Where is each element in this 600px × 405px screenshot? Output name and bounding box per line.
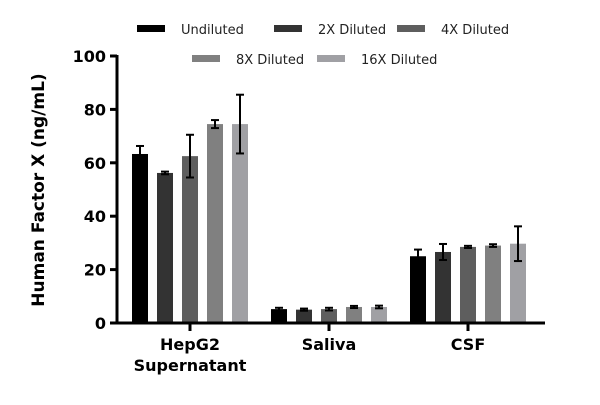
legend-swatch (397, 25, 425, 32)
legend-swatch (317, 55, 345, 62)
bar (435, 251, 451, 323)
y-axis-label: Human Factor X (ng/mL) (29, 73, 49, 306)
legend-label: 16X Diluted (361, 53, 437, 68)
y-tick-label: 80 (84, 100, 106, 119)
legend-swatch (274, 25, 302, 32)
bar (296, 309, 312, 323)
y-tick-label: 100 (73, 47, 106, 66)
bar (346, 306, 362, 323)
legend-label: 8X Diluted (236, 53, 304, 68)
bars (132, 93, 526, 324)
y-tick-label: 0 (95, 314, 106, 333)
legend-label: 2X Diluted (318, 23, 386, 38)
legend-swatch (137, 25, 165, 32)
legend-label: 4X Diluted (441, 23, 509, 38)
bar (460, 246, 476, 323)
bar (157, 172, 173, 323)
bar (371, 306, 387, 323)
bar (232, 124, 248, 324)
bar (485, 245, 501, 323)
legend-label: Undiluted (181, 23, 244, 38)
bar (207, 124, 223, 324)
bar (410, 256, 426, 323)
x-tick-label: Saliva (302, 335, 357, 354)
bar (510, 243, 526, 323)
x-tick-label: CSF (451, 335, 486, 354)
bar (271, 309, 287, 323)
bar (132, 153, 148, 323)
x-tick-label: Supernatant (134, 356, 247, 375)
bar (182, 156, 198, 323)
axes: 0 20 40 60 80 100 HepG2 Supernatant Saliva CSF (73, 47, 545, 375)
legend-swatch (192, 55, 220, 62)
legend: Undiluted 2X Diluted 4X Diluted 8X Diluted 1… (137, 23, 509, 68)
x-tick-label: HepG2 (160, 335, 220, 354)
y-tick-label: 40 (84, 207, 106, 226)
y-tick-label: 20 (84, 261, 106, 280)
bar (321, 309, 337, 323)
y-tick-label: 60 (84, 154, 106, 173)
